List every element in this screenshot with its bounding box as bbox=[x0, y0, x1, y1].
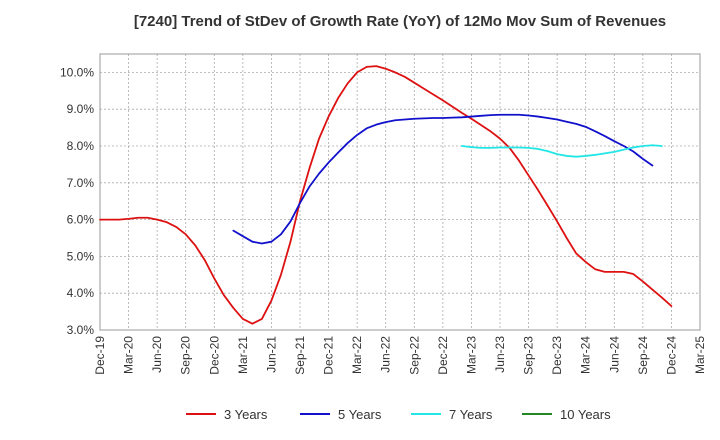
x-tick-label: Dec-22 bbox=[436, 336, 450, 375]
x-axis-tick-labels: Dec-19 Mar-20 Jun-20 Sep-20 Dec-20 Mar-21 Jun-… bbox=[93, 336, 707, 375]
y-tick-label: 4.0% bbox=[67, 286, 95, 300]
legend: 3 Years 5 Years 7 Years 10 Years bbox=[186, 407, 611, 422]
x-tick-label: Sep-22 bbox=[407, 336, 421, 375]
x-tick-label: Jun-23 bbox=[493, 336, 507, 373]
x-tick-label: Mar-21 bbox=[236, 336, 250, 374]
x-tick-label: Sep-21 bbox=[293, 336, 307, 375]
plot-border bbox=[99, 53, 701, 331]
x-tick-label: Mar-24 bbox=[579, 336, 593, 374]
y-axis-tick-labels: 3.0% 4.0% 5.0% 6.0% 7.0% 8.0% 9.0% 10.0% bbox=[60, 65, 94, 337]
x-tick-label: Sep-23 bbox=[522, 336, 536, 375]
plot-area bbox=[100, 54, 700, 330]
x-tick-label: Jun-21 bbox=[264, 336, 278, 373]
series-line-5-years bbox=[232, 113, 654, 245]
x-tick-label: Dec-21 bbox=[322, 336, 336, 375]
y-tick-label: 9.0% bbox=[67, 102, 95, 116]
x-tick-label: Jun-22 bbox=[379, 336, 393, 373]
x-tick-label: Mar-20 bbox=[122, 336, 136, 374]
y-tick-label: 3.0% bbox=[67, 323, 95, 337]
x-tick-label: Jun-20 bbox=[150, 336, 164, 373]
y-tick-label: 5.0% bbox=[67, 249, 95, 263]
x-tick-label: Sep-24 bbox=[636, 336, 650, 375]
x-tick-label: Dec-20 bbox=[207, 336, 221, 375]
legend-label-10-years: 10 Years bbox=[560, 407, 611, 422]
y-tick-label: 7.0% bbox=[67, 176, 95, 190]
x-tick-label: Mar-25 bbox=[693, 336, 707, 374]
x-tick-label: Mar-22 bbox=[350, 336, 364, 374]
legend-label-3-years: 3 Years bbox=[224, 407, 268, 422]
legend-label-5-years: 5 Years bbox=[338, 407, 382, 422]
x-tick-label: Jun-24 bbox=[607, 336, 621, 373]
x-tick-label: Dec-24 bbox=[664, 336, 678, 375]
grid-lines bbox=[99, 54, 701, 331]
y-tick-label: 8.0% bbox=[67, 139, 95, 153]
series-lines bbox=[99, 65, 673, 325]
series-line-3-years bbox=[99, 65, 673, 325]
y-tick-label: 10.0% bbox=[60, 65, 94, 79]
x-tick-label: Sep-20 bbox=[179, 336, 193, 375]
x-tick-label: Dec-23 bbox=[550, 336, 564, 375]
series-line-7-years bbox=[460, 144, 663, 158]
y-tick-label: 6.0% bbox=[67, 213, 95, 227]
legend-label-7-years: 7 Years bbox=[449, 407, 493, 422]
chart-title: [7240] Trend of StDev of Growth Rate (Yo… bbox=[134, 13, 666, 30]
x-tick-label: Dec-19 bbox=[93, 336, 107, 375]
x-tick-label: Mar-23 bbox=[464, 336, 478, 374]
